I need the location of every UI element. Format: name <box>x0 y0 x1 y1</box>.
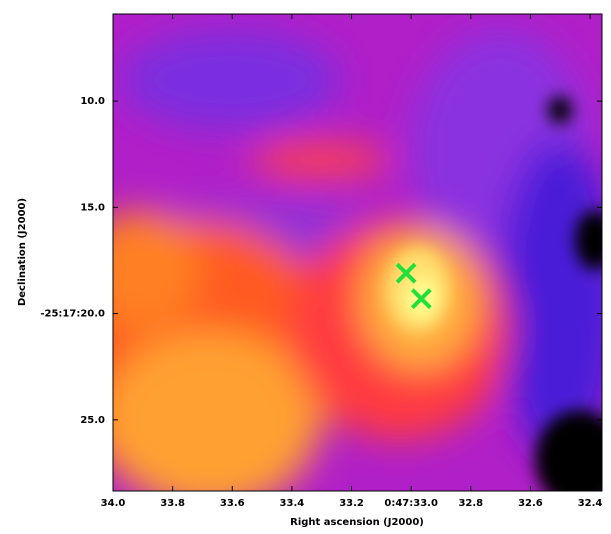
y-tick-label: 15.0 <box>80 202 105 213</box>
sky-image <box>113 14 602 491</box>
plot-frame <box>112 13 603 492</box>
y-tick-label: 25.0 <box>80 415 105 426</box>
x-tick-label: 32.6 <box>518 498 543 509</box>
x-tick-label: 34.0 <box>101 498 126 509</box>
marker <box>410 288 432 310</box>
x-tick-label: 0:47:33.0 <box>384 498 438 509</box>
x-tick-label: 33.8 <box>160 498 185 509</box>
x-tick-label: 33.4 <box>280 498 305 509</box>
x-tick-label: 32.8 <box>458 498 483 509</box>
y-tick-label: 10.0 <box>80 96 105 107</box>
y-tick-label: -25:17:20.0 <box>40 309 105 320</box>
x-tick-label: 33.6 <box>220 498 245 509</box>
x-axis-label: Right ascension (J2000) <box>290 517 424 528</box>
y-axis-label: Declination (J2000) <box>17 198 28 306</box>
x-tick-label: 33.2 <box>339 498 364 509</box>
marker <box>395 262 417 284</box>
x-tick-label: 32.4 <box>578 498 603 509</box>
